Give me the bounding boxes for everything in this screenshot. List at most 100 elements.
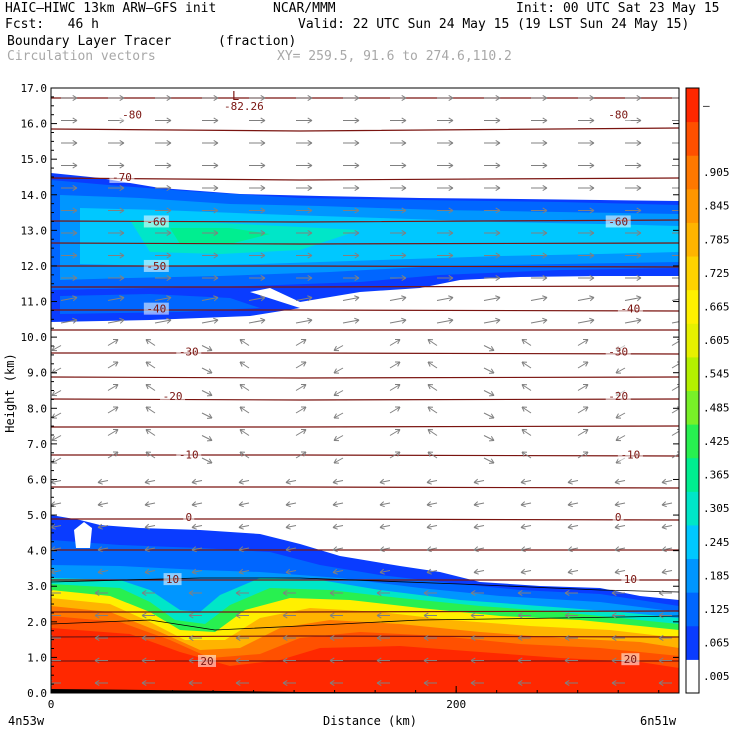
vector-head bbox=[191, 501, 197, 506]
colorbar-label: .425 bbox=[703, 435, 730, 448]
vector-head bbox=[567, 527, 573, 530]
vector-head bbox=[144, 504, 150, 508]
vector-head bbox=[426, 546, 432, 551]
vector-head bbox=[423, 615, 429, 619]
vector-shaft bbox=[473, 547, 485, 551]
vector-head bbox=[144, 572, 150, 575]
vector-head bbox=[213, 162, 219, 166]
vector-head bbox=[589, 184, 595, 189]
vector-shaft bbox=[51, 435, 62, 441]
vector-shaft bbox=[426, 480, 438, 483]
vector-head bbox=[589, 94, 595, 99]
vector-head bbox=[661, 482, 667, 485]
vector-shaft bbox=[342, 297, 360, 301]
vector-shaft bbox=[577, 361, 589, 369]
vector-shaft bbox=[473, 570, 485, 573]
vector-head bbox=[285, 572, 291, 575]
vector-shaft bbox=[671, 321, 679, 324]
vector-shaft bbox=[426, 547, 438, 551]
vector-head bbox=[72, 252, 78, 256]
vector-head bbox=[567, 568, 573, 573]
vector-head bbox=[564, 682, 570, 687]
vector-shaft bbox=[332, 525, 344, 528]
vector-shaft bbox=[567, 570, 579, 573]
vector-head bbox=[376, 615, 382, 619]
vector-shaft bbox=[51, 390, 62, 396]
vector-head bbox=[260, 274, 266, 279]
vector-head bbox=[495, 139, 501, 144]
vector-head bbox=[542, 142, 548, 147]
vector-head bbox=[564, 634, 570, 639]
vector-head bbox=[426, 572, 432, 575]
vector-head bbox=[423, 657, 429, 661]
vector-head bbox=[72, 120, 78, 124]
vector-head bbox=[307, 187, 313, 192]
vector-head bbox=[567, 572, 573, 575]
vector-head bbox=[238, 568, 244, 573]
vector-head bbox=[282, 634, 288, 639]
vector-head bbox=[213, 229, 219, 234]
vector-head bbox=[72, 207, 78, 211]
vector-head bbox=[307, 297, 313, 302]
vector-head bbox=[614, 501, 620, 506]
vector-head bbox=[235, 615, 241, 619]
vector-shaft bbox=[389, 297, 407, 301]
vector-head bbox=[166, 317, 172, 321]
vector-head bbox=[521, 361, 525, 367]
colorbar-label: .665 bbox=[703, 300, 730, 313]
vector-head bbox=[448, 162, 454, 166]
vector-head bbox=[72, 184, 78, 189]
vector-head bbox=[495, 232, 501, 237]
vector-head bbox=[188, 592, 194, 597]
vector-head bbox=[520, 482, 526, 485]
vector-head bbox=[636, 162, 642, 166]
vector-head bbox=[680, 430, 682, 434]
vector-shaft bbox=[238, 480, 250, 483]
vector-shaft bbox=[389, 361, 401, 369]
vector-head bbox=[589, 117, 595, 121]
colorbar-swatch bbox=[686, 222, 699, 257]
vector-head bbox=[72, 297, 78, 302]
vector-head bbox=[329, 679, 335, 684]
vector-head bbox=[51, 634, 53, 637]
vector-head bbox=[397, 406, 401, 412]
vector-head bbox=[401, 317, 407, 321]
colorbar-label: .725 bbox=[703, 267, 730, 280]
isotherm-label-bg bbox=[617, 302, 643, 315]
vector-head bbox=[94, 592, 100, 597]
vector-head bbox=[448, 317, 454, 321]
vector-head bbox=[614, 527, 620, 530]
vector-shaft bbox=[379, 547, 391, 551]
vector-shaft bbox=[238, 502, 250, 506]
colorbar-label: .185 bbox=[703, 569, 730, 582]
vector-head bbox=[119, 232, 125, 237]
vector-head bbox=[448, 165, 454, 169]
vector-head bbox=[166, 120, 172, 124]
vector-head bbox=[376, 637, 382, 642]
vector-head bbox=[307, 94, 313, 99]
vector-head bbox=[97, 572, 103, 575]
colorbar-label: .305 bbox=[703, 502, 730, 515]
vector-head bbox=[542, 97, 548, 102]
vector-head bbox=[564, 660, 570, 664]
vector-head bbox=[115, 339, 119, 345]
vector-shaft bbox=[671, 408, 679, 414]
vector-head bbox=[611, 612, 617, 616]
vector-shaft bbox=[295, 429, 307, 436]
vector-head bbox=[517, 612, 523, 616]
vector-shaft bbox=[379, 480, 391, 483]
vector-head bbox=[376, 589, 382, 594]
vector-head bbox=[94, 634, 100, 639]
vector-head bbox=[517, 660, 523, 664]
vector-head bbox=[144, 501, 150, 506]
vector-head bbox=[567, 546, 573, 551]
vector-shaft bbox=[145, 406, 156, 414]
vector-shaft bbox=[671, 363, 679, 369]
vector-shaft bbox=[248, 297, 266, 301]
vector-head bbox=[208, 436, 213, 441]
vector-head bbox=[282, 657, 288, 661]
y-tick-label: 10.0 bbox=[21, 331, 48, 344]
vector-head bbox=[448, 252, 454, 256]
vector-head bbox=[611, 660, 617, 664]
vector-head bbox=[329, 592, 335, 597]
